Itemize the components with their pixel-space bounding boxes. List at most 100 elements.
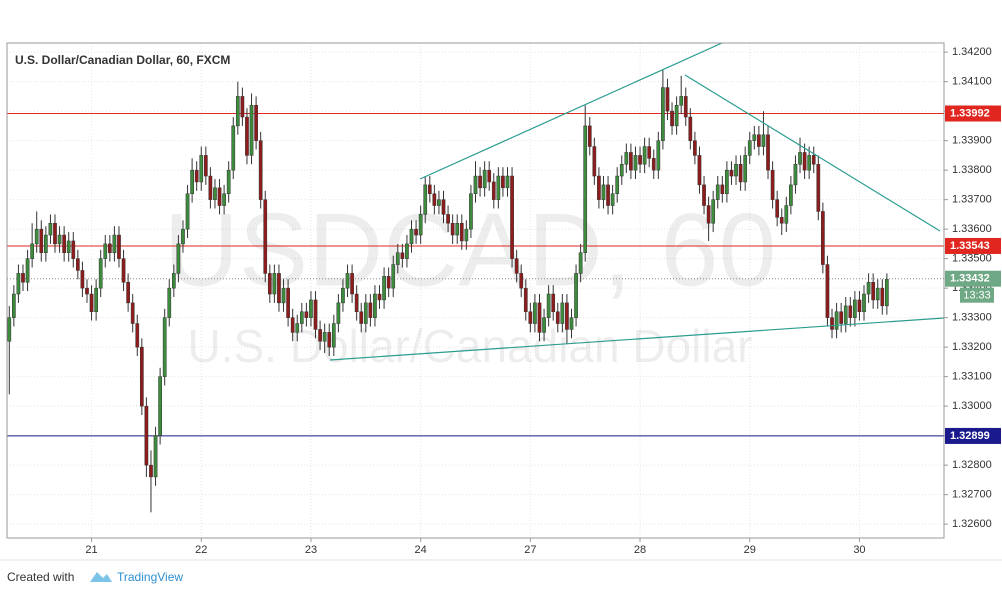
price-label: 1.32899	[950, 430, 990, 442]
candle-body	[363, 302, 368, 324]
tradingview-logo	[90, 572, 112, 582]
candle-body	[606, 184, 610, 206]
candle-body	[16, 273, 21, 295]
candle-body	[811, 155, 816, 165]
candle-body	[848, 305, 853, 318]
x-tick-label: 21	[85, 544, 97, 556]
candle-body	[21, 273, 25, 283]
candle-body	[446, 214, 450, 224]
price-label: 1.33992	[950, 107, 990, 119]
candle-body	[592, 146, 597, 177]
candle-body	[720, 184, 725, 194]
candle-body	[171, 273, 176, 289]
candle-body	[505, 175, 510, 189]
candle-body	[459, 222, 464, 242]
candle-body	[638, 155, 642, 165]
candle-body	[711, 199, 716, 224]
candle-body	[254, 104, 258, 141]
x-tick-label: 30	[853, 544, 865, 556]
candle-body	[830, 317, 834, 330]
candle-body	[766, 134, 770, 171]
candle-body	[258, 140, 263, 200]
candle-body	[240, 96, 245, 118]
x-tick-label: 24	[415, 544, 427, 556]
candle-body	[715, 184, 720, 200]
candle-body	[395, 252, 400, 265]
chart-title: U.S. Dollar/Canadian Dollar, 60, FXCM	[15, 53, 230, 67]
candle-body	[825, 264, 830, 318]
candle-body	[427, 184, 432, 194]
price-label-box	[945, 105, 1001, 122]
candle-body	[313, 299, 318, 330]
candle-body	[555, 311, 560, 324]
candle-body	[185, 193, 190, 230]
trend-line	[329, 317, 944, 361]
candle-body	[565, 302, 569, 330]
candle-body	[706, 205, 711, 224]
price-label-box	[945, 237, 1001, 254]
candle-body	[880, 287, 885, 307]
candle-body	[642, 146, 647, 165]
y-tick-label: 1.33100	[952, 371, 992, 383]
candle-body	[688, 116, 693, 141]
candle-body	[194, 169, 199, 183]
candle-body	[839, 311, 844, 324]
y-tick-label: 1.33700	[952, 194, 992, 206]
candle-body	[231, 125, 236, 171]
candle-body	[853, 299, 857, 318]
countdown-box	[960, 287, 994, 303]
candle-body	[619, 163, 624, 177]
y-tick-label: 1.32600	[952, 518, 992, 530]
candle-body	[798, 152, 802, 165]
y-tick-label: 1.34200	[952, 46, 992, 58]
candle-body	[162, 317, 167, 377]
footer-brand[interactable]: TradingView	[117, 570, 183, 584]
candle-body	[53, 222, 57, 245]
candle-body	[290, 317, 295, 333]
x-tick-label: 29	[744, 544, 756, 556]
candle-body	[350, 273, 354, 295]
candle-body	[135, 323, 140, 348]
candle-body	[94, 287, 98, 312]
candle-body	[7, 317, 12, 342]
candle-body	[80, 270, 85, 289]
x-tick-label: 28	[634, 544, 646, 556]
candle-body	[139, 346, 144, 407]
candle-body	[583, 125, 588, 253]
trend-lines	[329, 43, 944, 361]
candle-body	[62, 234, 66, 253]
candle-body	[144, 405, 149, 466]
candle-body	[121, 258, 126, 283]
candle-body	[807, 155, 812, 171]
candle-body	[679, 96, 684, 106]
candle-body	[57, 234, 62, 245]
candle-body	[789, 184, 793, 206]
candle-body	[450, 222, 455, 236]
candle-body	[546, 293, 551, 318]
candle-body	[738, 163, 743, 183]
candle-body	[651, 158, 656, 171]
candle-body	[633, 155, 638, 171]
candle-body	[331, 323, 336, 348]
candle-body	[734, 163, 738, 177]
candle-body	[834, 311, 839, 330]
candle-body	[322, 332, 327, 342]
candle-body	[130, 302, 135, 324]
candle-body	[34, 228, 39, 245]
candle-body	[295, 323, 300, 333]
candle-body	[757, 134, 761, 147]
candle-body	[816, 163, 821, 212]
candle-body	[25, 258, 30, 283]
candle-body	[149, 464, 153, 478]
candle-body	[784, 205, 789, 224]
candle-body	[208, 175, 213, 200]
price-label: 1.33543	[950, 240, 990, 252]
candle-body	[368, 302, 373, 318]
candle-body	[409, 228, 414, 245]
candle-body	[235, 96, 240, 127]
y-tick-label: 1.33800	[952, 164, 992, 176]
candle-body	[281, 287, 286, 304]
axes: 1.342001.341001.340001.339001.338001.337…	[85, 46, 1001, 556]
candle-body	[418, 214, 423, 236]
y-tick-label: 1.33000	[952, 400, 992, 412]
